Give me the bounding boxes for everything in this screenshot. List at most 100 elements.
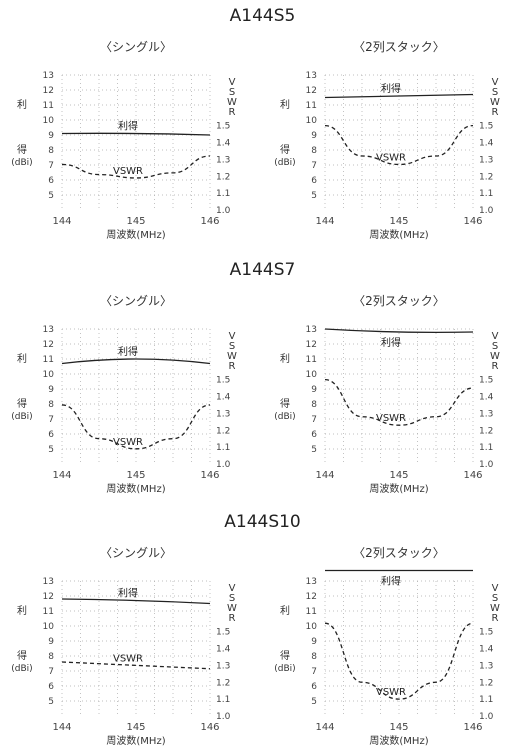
y-axis-label-right-char: S [229,341,235,352]
x-tick-label: 145 [126,470,145,481]
x-axis-label: 周波数(MHz) [106,734,165,747]
y-axis-label-right-char: S [492,87,498,98]
y-tick-label-left: 12 [43,340,54,350]
y-axis-label-right-char: V [492,583,499,594]
x-tick-label: 146 [463,470,482,481]
x-tick-label: 146 [463,216,482,227]
gain-curve-label: 利得 [381,337,401,349]
y-axis-label-left-char1: 利 [280,605,290,617]
y-axis-label-right-char: V [492,331,499,342]
y-tick-label-left: 6 [48,430,54,440]
y-tick-label-left: 9 [311,637,317,647]
y-axis-label-right-char: V [229,331,236,342]
gain-curve-label: 利得 [381,576,401,588]
y-tick-label-left: 13 [306,325,317,335]
gain-curve-label: 利得 [118,121,138,133]
y-tick-label-right: 1.3 [479,661,493,671]
y-tick-label-left: 13 [43,71,54,81]
x-axis-label: 周波数(MHz) [106,482,165,495]
y-tick-label-right: 1.4 [479,645,494,655]
y-tick-label-right: 1.1 [479,189,493,199]
x-axis-label: 周波数(MHz) [369,228,428,241]
y-tick-label-right: 1.4 [479,393,494,403]
y-axis-label-right-char: V [229,583,236,594]
x-tick-label: 145 [389,216,408,227]
y-axis-label-left-char1: 利 [17,605,27,617]
vswr-curve-label: VSWR [376,687,406,698]
y-axis-label-right-char: W [227,351,237,362]
x-tick-label: 145 [126,722,145,733]
y-axis-label-right-char: R [229,361,236,372]
y-tick-label-right: 1.1 [479,443,493,453]
y-tick-label-left: 7 [48,415,54,425]
y-tick-label-left: 10 [306,622,318,632]
y-tick-label-left: 7 [48,161,54,171]
chart-a144s7-stack: 〈2列スタック〉 5 6 7 8 9 10 11 12 13 1.0 1.1 1.2 1.3 1.4 1.5 1… [274,294,500,495]
y-axis-label-unit: (dBi) [11,158,32,168]
vswr-series-line [61,155,211,179]
y-tick-label-left: 12 [306,86,317,96]
y-tick-label-left: 11 [306,101,317,111]
y-axis-label-unit: (dBi) [274,158,295,168]
chart-a144s10-single: 〈シングル〉 5 6 7 8 9 10 11 12 13 1.0 1.1 1.2 1.3 1.4 1.5 144… [11,546,237,747]
y-tick-label-left: 12 [306,340,317,350]
y-tick-label-right: 1.3 [479,409,493,419]
y-tick-label-right: 1.5 [479,628,493,638]
y-tick-label-right: 1.2 [479,678,493,688]
y-axis-label-left-char1: 利 [280,99,290,111]
y-axis-label-right-char: R [492,361,499,372]
section-title-a144s10: A144S10 [224,512,301,532]
y-tick-label-left: 6 [48,176,54,186]
chart-a144s5-single: 〈シングル〉 5 6 7 8 9 10 11 12 13 1.0 1.1 1.2 1.3 1.4 1.5 144… [11,40,237,241]
y-tick-label-left: 7 [48,667,54,677]
x-tick-label: 146 [200,722,219,733]
vswr-curve-label: VSWR [113,437,143,448]
section-title-a144s5: A144S5 [229,6,296,26]
y-tick-label-left: 11 [43,101,54,111]
y-tick-label-left: 6 [311,176,317,186]
y-tick-label-left: 13 [43,325,54,335]
section-title-a144s7: A144S7 [229,260,296,280]
vswr-curve-label: VSWR [376,152,406,163]
vswr-curve-label: VSWR [376,413,406,424]
x-tick-label: 144 [52,216,71,227]
y-tick-label-right: 1.1 [479,695,493,705]
y-tick-label-right: 1.5 [216,628,230,638]
y-tick-label-right: 1.0 [479,712,494,722]
chart-subtitle: 〈2列スタック〉 [353,294,445,308]
y-axis-label-unit: (dBi) [274,412,295,422]
gain-series-line [61,598,211,605]
y-tick-label-right: 1.1 [216,695,230,705]
chart-subtitle: 〈2列スタック〉 [353,546,445,560]
y-tick-label-right: 1.2 [216,426,230,436]
y-tick-label-right: 1.2 [479,426,493,436]
y-tick-label-left: 8 [311,146,317,156]
y-axis-label-right-char: W [227,97,237,108]
vswr-curve-label: VSWR [113,166,143,177]
y-tick-label-right: 1.2 [216,172,230,182]
gain-series-line [61,358,211,365]
vswr-series-line [324,622,474,700]
y-tick-label-left: 5 [311,697,317,707]
y-axis-label-left-char1: 利 [17,99,27,111]
y-axis-label-right-char: R [229,613,236,624]
gain-series-line [324,328,474,334]
x-tick-label: 144 [52,470,71,481]
x-tick-label: 144 [52,722,71,733]
y-tick-label-left: 11 [43,607,54,617]
chart-subtitle: 〈2列スタック〉 [353,40,445,54]
y-tick-label-right: 1.1 [216,189,230,199]
y-tick-label-right: 1.4 [216,645,231,655]
y-tick-label-left: 9 [48,385,54,395]
y-tick-label-left: 13 [306,577,317,587]
x-axis-label: 周波数(MHz) [369,734,428,747]
x-tick-label: 144 [315,216,334,227]
y-axis-label-right-char: W [490,351,500,362]
gain-curve-label: 利得 [381,83,401,95]
y-tick-label-right: 1.3 [216,155,230,165]
x-tick-label: 145 [389,722,408,733]
y-axis-label-right-char: W [490,97,500,108]
y-axis-label-unit: (dBi) [11,664,32,674]
y-tick-label-left: 11 [43,355,54,365]
y-tick-label-right: 1.5 [216,376,230,386]
